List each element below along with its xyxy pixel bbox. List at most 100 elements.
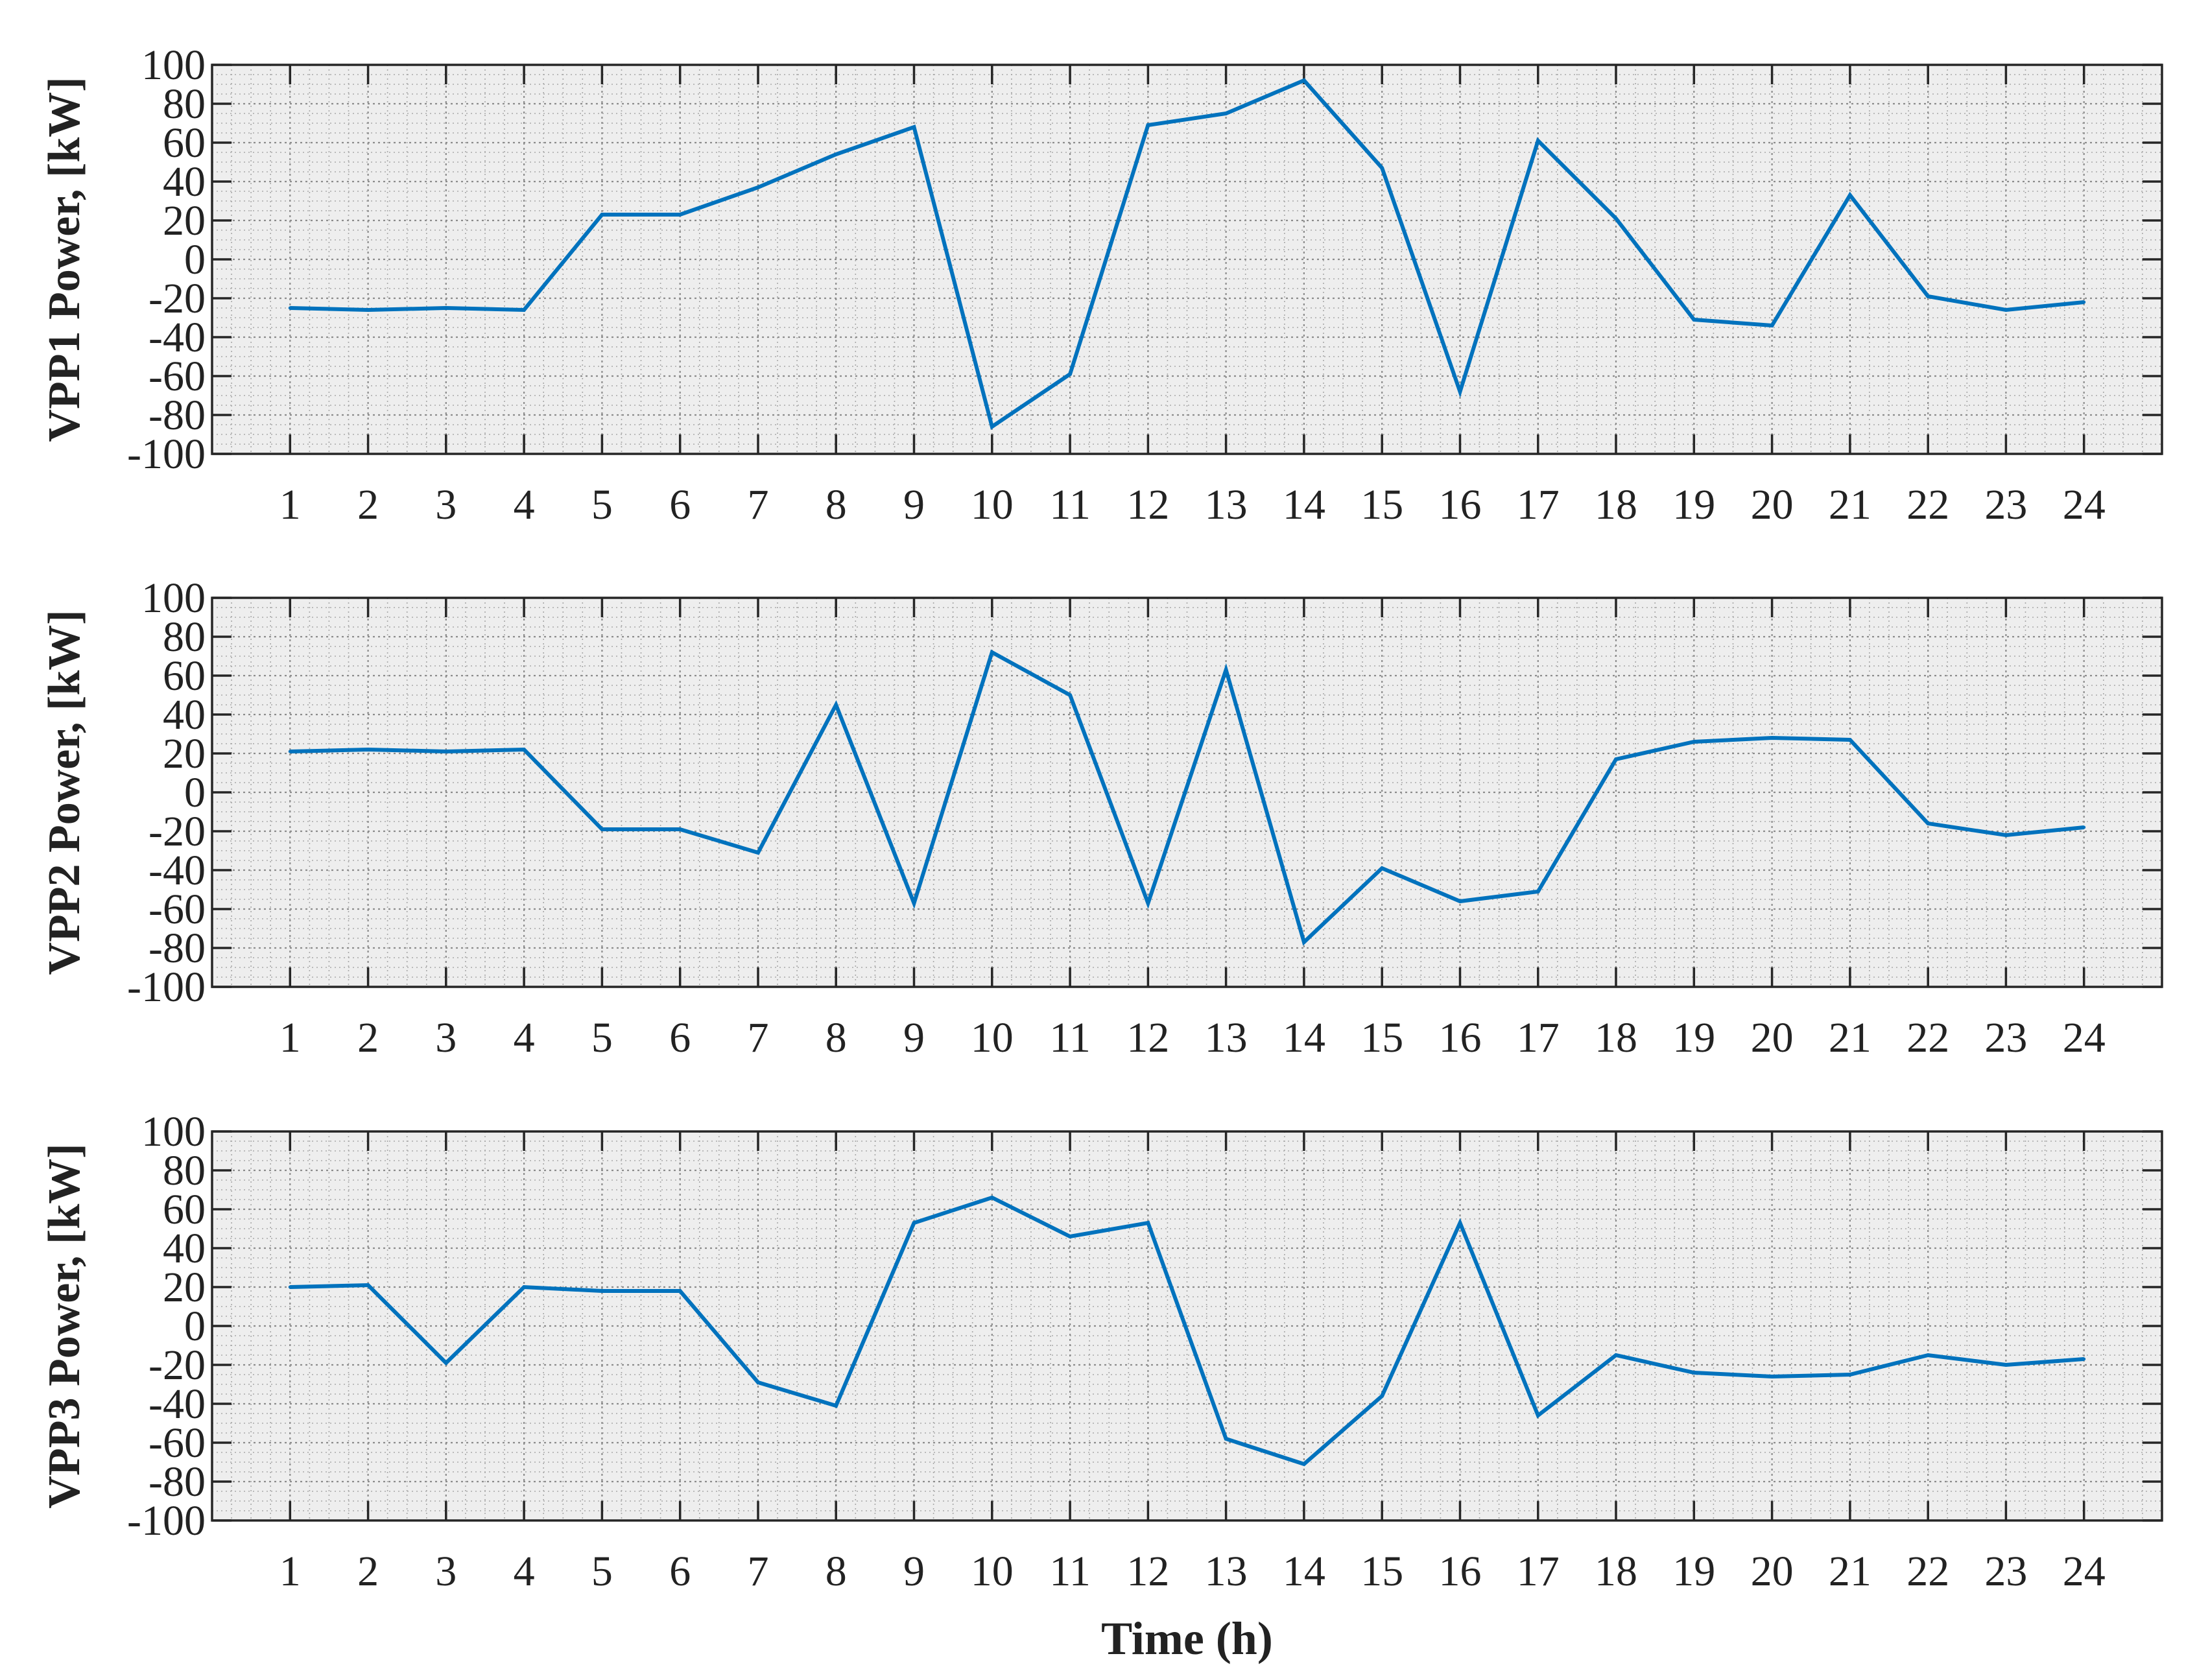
x-tick-label: 5 <box>591 1548 613 1595</box>
data-point <box>366 1283 370 1287</box>
data-point <box>522 748 526 751</box>
y-tick-label: 0 <box>184 1303 206 1350</box>
data-point <box>2004 833 2008 837</box>
data-point <box>600 827 604 831</box>
data-point <box>678 213 682 217</box>
x-axis-label: Time (h) <box>1101 1613 1273 1664</box>
data-point <box>1458 390 1462 394</box>
x-tick-label: 11 <box>1049 1014 1091 1061</box>
x-tick-label: 24 <box>2063 1014 2106 1061</box>
y-tick-label: -100 <box>127 1497 206 1544</box>
y-tick-label: -60 <box>148 1419 206 1467</box>
tick-marks <box>212 597 2162 988</box>
data-point <box>756 1380 760 1384</box>
x-tick-label: 13 <box>1205 1014 1248 1061</box>
x-tick-label: 13 <box>1205 1548 1248 1595</box>
y-tick-label: -40 <box>148 847 206 894</box>
data-point <box>1614 1353 1618 1357</box>
data-point <box>1302 940 1306 944</box>
minor-grid <box>212 65 2162 454</box>
series-points <box>288 78 2086 429</box>
y-tick-label: -40 <box>148 1380 206 1428</box>
data-point <box>366 308 370 312</box>
y-tick-label: 80 <box>163 80 206 128</box>
y-axis-label: VPP2 Power, [kW] <box>40 609 89 975</box>
data-point <box>1614 757 1618 761</box>
data-point <box>912 1221 916 1225</box>
data-point <box>444 306 448 310</box>
x-tick-label: 15 <box>1360 1014 1403 1061</box>
data-point <box>288 306 292 310</box>
data-point <box>1614 217 1618 220</box>
series-points <box>288 650 2086 944</box>
y-axis-label: VPP3 Power, [kW] <box>40 1143 89 1508</box>
y-tick-label: 40 <box>163 691 206 739</box>
y-tick-label: 100 <box>141 1108 206 1155</box>
x-tick-label: 5 <box>591 481 613 528</box>
major-grid <box>212 1131 2162 1520</box>
y-tick-label: 20 <box>163 197 206 244</box>
x-tick-label: 14 <box>1283 1014 1325 1061</box>
x-tick-label: 23 <box>1984 1014 2027 1061</box>
x-tick-label: 5 <box>591 1014 613 1061</box>
x-tick-label: 6 <box>669 481 691 528</box>
x-tick-label: 17 <box>1517 1014 1560 1061</box>
x-tick-label: 11 <box>1049 1548 1091 1595</box>
x-tick-label: 21 <box>1829 1014 1871 1061</box>
x-tick-label: 12 <box>1126 481 1169 528</box>
x-tick-label: 2 <box>357 481 379 528</box>
series-points <box>288 1196 2086 1466</box>
x-tick-label: 1 <box>279 1014 301 1061</box>
x-tick-label: 19 <box>1672 481 1715 528</box>
x-tick-label: 21 <box>1829 1548 1871 1595</box>
data-point <box>1146 123 1150 127</box>
x-tick-label: 10 <box>971 1014 1014 1061</box>
data-point <box>1536 890 1540 893</box>
data-point <box>1458 899 1462 903</box>
x-tick-label: 12 <box>1126 1014 1169 1061</box>
x-tick-label: 14 <box>1283 1548 1325 1595</box>
data-point <box>1302 78 1306 82</box>
data-point <box>1380 166 1384 170</box>
x-tick-label: 22 <box>1906 1548 1949 1595</box>
data-point <box>1536 139 1540 143</box>
data-point <box>1926 822 1930 825</box>
x-tick-label: 7 <box>748 1014 769 1061</box>
x-tick-label: 2 <box>357 1548 379 1595</box>
data-point <box>1224 1437 1228 1441</box>
y-axis-label: VPP1 Power, [kW] <box>40 77 89 442</box>
data-point <box>1692 318 1696 322</box>
x-tick-label: 24 <box>2063 481 2106 528</box>
y-tick-label: -80 <box>148 392 206 439</box>
data-point <box>990 425 994 429</box>
data-point <box>288 1285 292 1289</box>
x-tick-label: 10 <box>971 481 1014 528</box>
x-tick-label: 20 <box>1751 1014 1794 1061</box>
y-tick-label: 60 <box>163 652 206 700</box>
data-point <box>1068 372 1072 376</box>
y-tick-label: 80 <box>163 1147 206 1194</box>
y-tick-label: 80 <box>163 613 206 661</box>
data-point <box>756 185 760 189</box>
x-tick-label: 9 <box>903 1548 925 1595</box>
x-tick-label: 19 <box>1672 1548 1715 1595</box>
x-tick-label: 4 <box>514 481 535 528</box>
x-tick-label: 3 <box>435 1014 457 1061</box>
x-tick-label: 18 <box>1595 1548 1637 1595</box>
y-tick-label: -80 <box>148 1458 206 1506</box>
x-tick-label: 6 <box>669 1548 691 1595</box>
x-tick-label: 7 <box>748 481 769 528</box>
x-tick-label: 20 <box>1751 481 1794 528</box>
data-point <box>1380 1394 1384 1398</box>
y-tick-label: -20 <box>148 808 206 855</box>
x-tick-label: 12 <box>1126 1548 1169 1595</box>
x-tick-label: 17 <box>1517 481 1560 528</box>
y-tick-label: 40 <box>163 1225 206 1272</box>
x-tick-label: 1 <box>279 481 301 528</box>
x-tick-label: 15 <box>1360 481 1403 528</box>
data-point <box>1302 1462 1306 1466</box>
